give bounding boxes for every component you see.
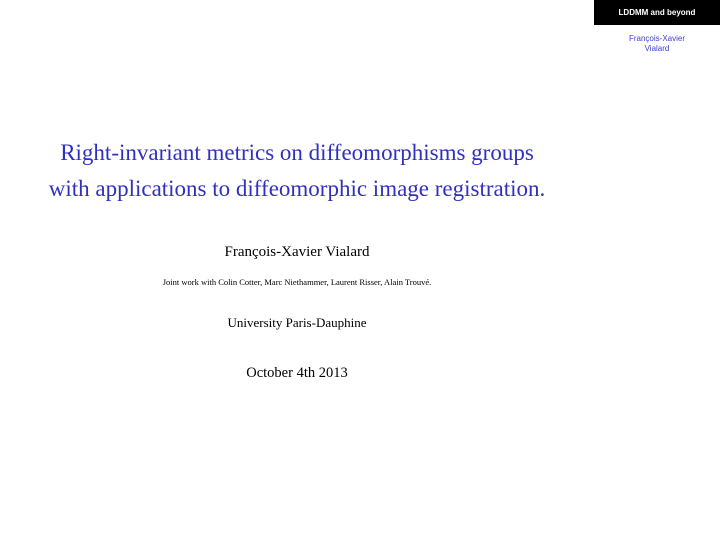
slide-date: October 4th 2013 xyxy=(246,365,347,382)
slide-body: Right-invariant metrics on diffeomorphis… xyxy=(0,0,594,541)
slide-joint-work: Joint work with Colin Cotter, Marc Nieth… xyxy=(163,277,432,287)
slide-title: Right-invariant metrics on diffeomorphis… xyxy=(0,135,594,206)
slide-affiliation: University Paris-Dauphine xyxy=(227,315,366,331)
sidebar-author-line2: Vialard xyxy=(645,44,670,53)
slide-author: François-Xavier Vialard xyxy=(224,244,369,261)
sidebar-author-line1: François-Xavier xyxy=(629,34,685,43)
sidebar-header: LDDMM and beyond xyxy=(594,0,720,25)
sidebar-author: François-Xavier Vialard xyxy=(594,34,720,55)
